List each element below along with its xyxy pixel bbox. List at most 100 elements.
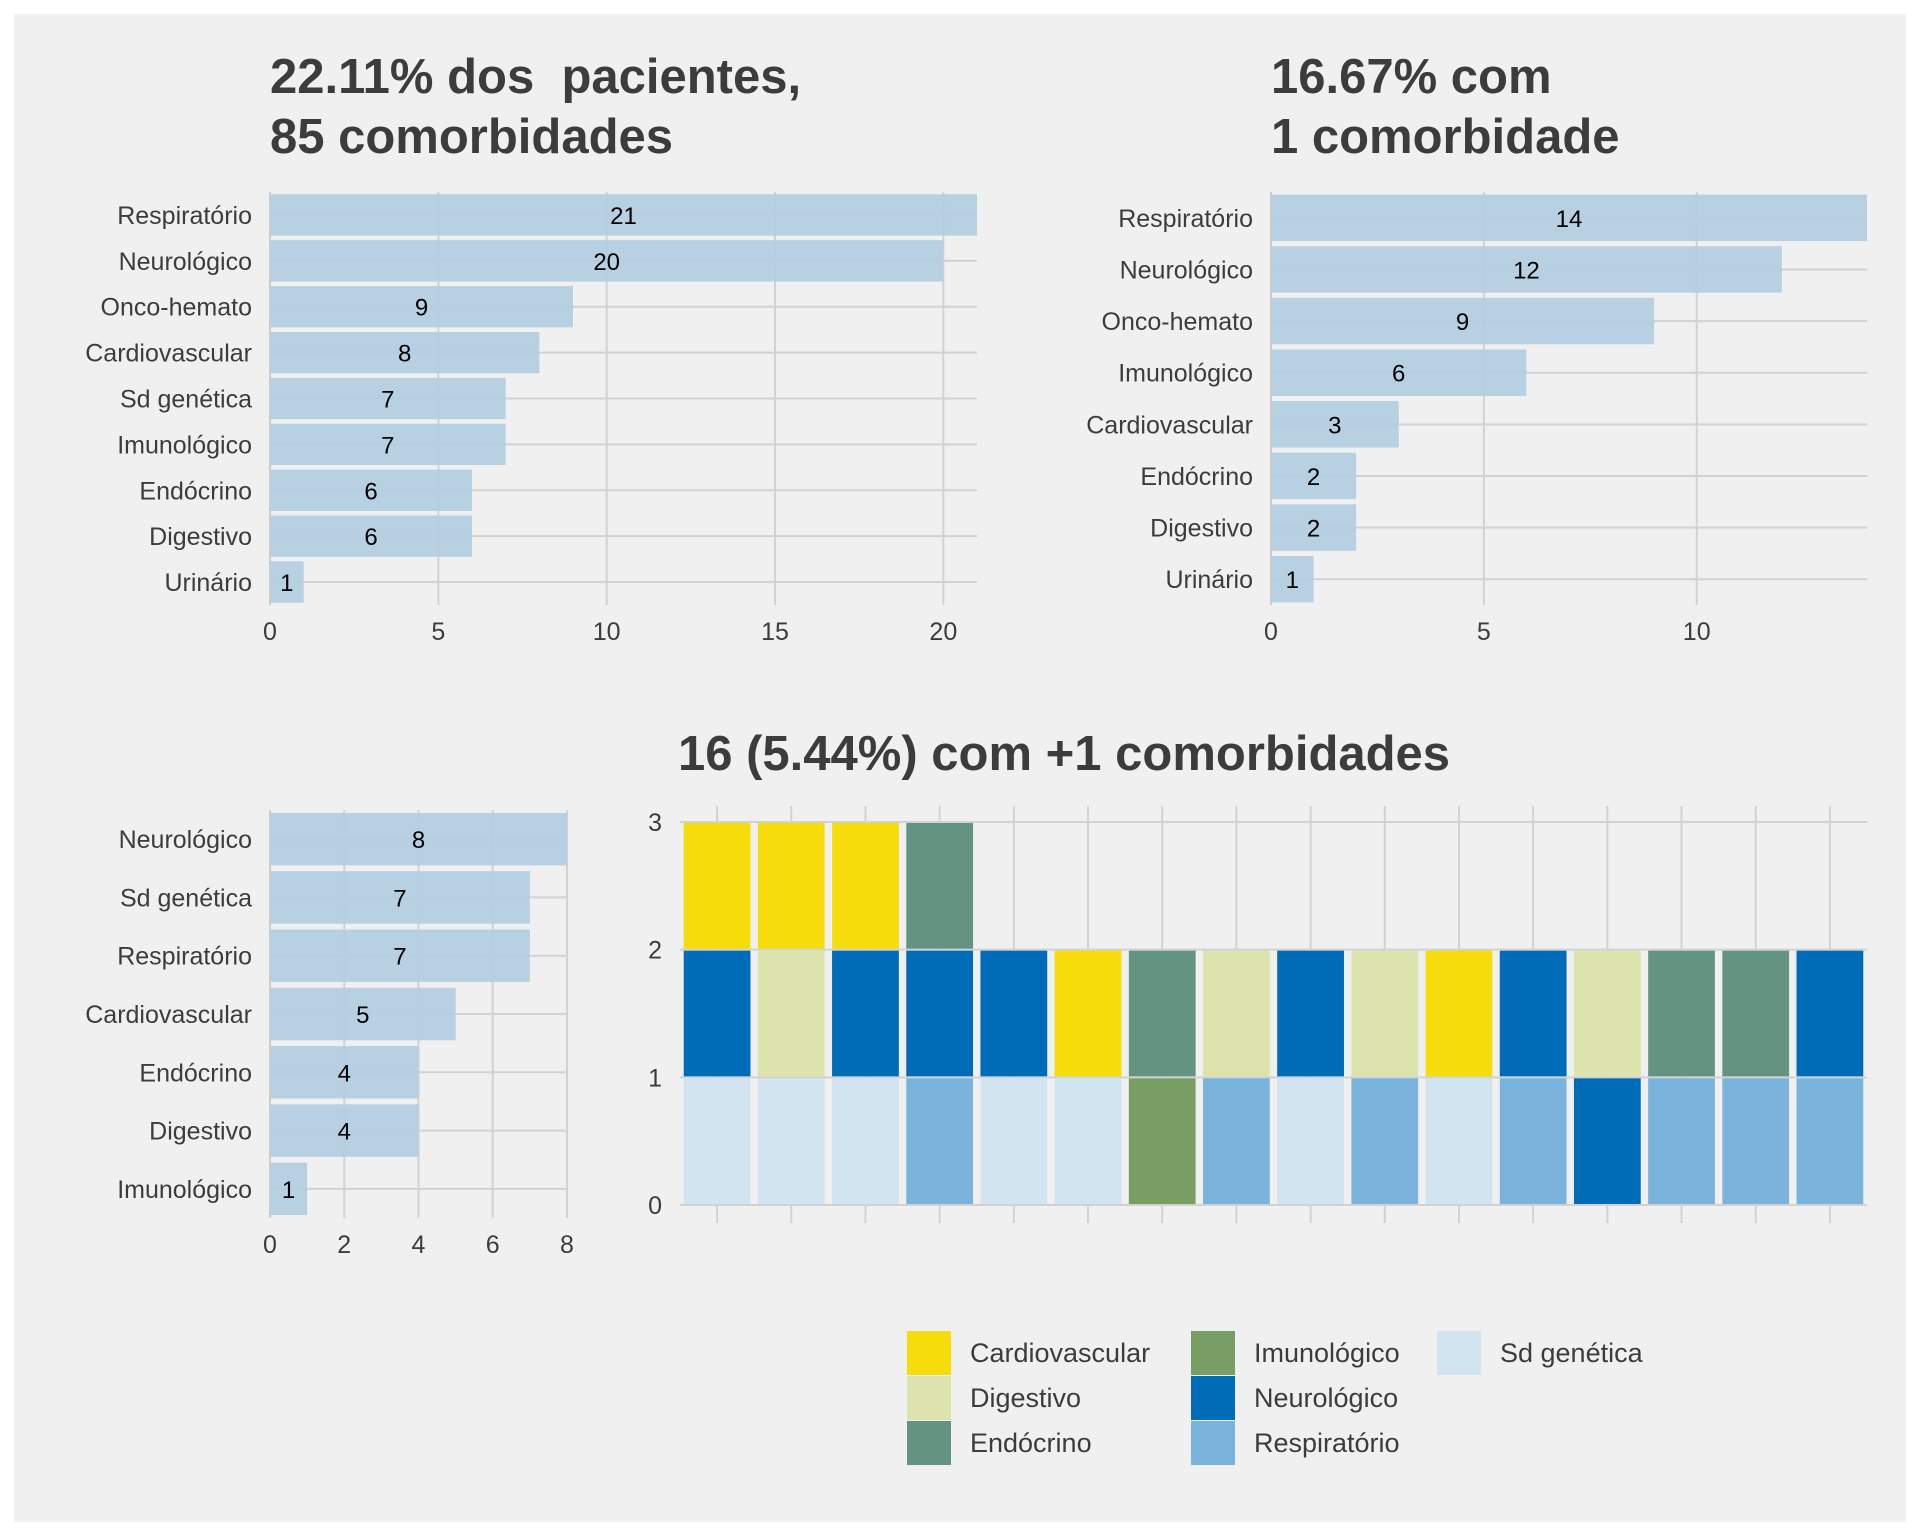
- chart-3-data-label: 7: [393, 885, 406, 912]
- chart-1-data-label: 20: [593, 249, 620, 276]
- chart-4-bar-segment: [683, 950, 751, 1077]
- chart-1-category-label: Onco-hemato: [101, 294, 252, 322]
- chart-1-category-label: Imunológico: [117, 431, 252, 459]
- chart-4-bar-segment: [832, 950, 899, 1077]
- chart-4-bar-segment: [1425, 1078, 1493, 1204]
- chart-2-title-line-1: 16.67% com: [1271, 50, 1552, 104]
- legend-label: Endócrino: [970, 1428, 1092, 1458]
- chart-2-data-label: 6: [1392, 361, 1405, 388]
- chart-3-bar: [270, 929, 530, 982]
- chart-1-title-line-1: 22.11% dos pacientes,: [270, 50, 801, 104]
- chart-2-data-label: 3: [1328, 412, 1341, 439]
- legend-swatch: [907, 1376, 951, 1420]
- chart-1-data-label: 8: [398, 341, 411, 368]
- chart-4-bar-segment: [980, 950, 1048, 1077]
- chart-2-category-label: Endócrino: [1140, 463, 1253, 491]
- legend-swatch: [907, 1331, 951, 1375]
- chart-1-x-tick-label: 0: [263, 618, 277, 646]
- chart-2-title-line-2: 1 comorbidade: [1271, 110, 1620, 164]
- chart-2-category-label: Neurológico: [1120, 256, 1253, 284]
- chart-2-bar: [1271, 246, 1782, 293]
- chart-2-category-label: Cardiovascular: [1086, 411, 1253, 439]
- chart-1-x-tick-label: 5: [431, 618, 445, 646]
- chart-2-category-label: Onco-hemato: [1102, 308, 1253, 336]
- chart-3-category-label: Respiratório: [117, 943, 252, 971]
- chart-1-bar: [270, 286, 573, 328]
- chart-3-data-label: 5: [356, 1002, 369, 1029]
- chart-2-bar: [1271, 297, 1655, 345]
- chart-3-data-label: 1: [282, 1177, 295, 1204]
- chart-3-category-label: Cardiovascular: [85, 1001, 252, 1029]
- chart-3-x-tick-label: 2: [337, 1231, 351, 1259]
- chart-4-bar-segment: [906, 950, 974, 1077]
- chart-3-x-tick-label: 8: [560, 1231, 574, 1259]
- chart-4-bar-segment: [1499, 1078, 1567, 1204]
- chart-2-data-label: 12: [1513, 257, 1540, 284]
- chart-1-bar: [270, 331, 540, 374]
- chart-2-x-tick-label: 0: [1264, 618, 1278, 646]
- chart-4-bar-segment: [906, 823, 974, 949]
- chart-1-bar: [270, 423, 506, 466]
- chart-4-bar-segment: [1054, 950, 1122, 1077]
- chart-4-bar-segment: [1722, 1078, 1790, 1204]
- chart-1-x-tick-label: 10: [593, 618, 621, 646]
- chart-3-horizontal-bars: Neurológico 8 Sd genética 7 Respiratório 7 Car…: [85, 810, 574, 1259]
- chart-1-bar: [270, 561, 304, 603]
- chart-1-category-label: Endócrino: [139, 477, 252, 505]
- chart-4-bar-segment: [980, 1078, 1048, 1204]
- chart-3-category-label: Endócrino: [139, 1059, 252, 1087]
- chart-3-data-label: 4: [338, 1119, 351, 1146]
- legend-label: Imunológico: [1254, 1338, 1400, 1368]
- chart-3-bar: [270, 987, 456, 1041]
- chart-4-bar-segment: [1648, 950, 1715, 1077]
- chart-4-bar-segment: [1648, 1078, 1715, 1204]
- chart-2-category-label: Imunológico: [1118, 360, 1253, 388]
- chart-3-bar: [270, 1104, 419, 1157]
- legend-label: Neurológico: [1254, 1383, 1398, 1413]
- chart-4-stacked-bars: 0 1 2 3: [648, 806, 1867, 1223]
- chart-4-bar-segment: [1128, 1078, 1196, 1204]
- chart-1-bar: [270, 377, 506, 420]
- chart-4-bar-segment: [683, 823, 751, 949]
- chart-3-x-tick-label: 0: [263, 1231, 277, 1259]
- chart-1-data-label: 6: [364, 524, 377, 551]
- chart-1-data-label: 6: [364, 478, 377, 505]
- chart-4-bar-segment: [1573, 950, 1641, 1077]
- chart-1-x-tick-label: 15: [761, 618, 789, 646]
- chart-4-bar-segment: [832, 823, 899, 949]
- chart-2-bar: [1271, 349, 1527, 396]
- chart-2-data-label: 1: [1286, 567, 1299, 594]
- chart-1-category-label: Respiratório: [117, 202, 252, 230]
- chart-1-bar: [270, 194, 977, 236]
- chart-3-category-label: Sd genética: [120, 884, 252, 912]
- legend-label: Cardiovascular: [970, 1338, 1150, 1368]
- chart-4-y-tick-label: 1: [648, 1064, 662, 1092]
- chart-2-data-label: 9: [1456, 309, 1469, 336]
- chart-2-bar: [1271, 452, 1357, 500]
- chart-3-bar: [270, 812, 567, 866]
- chart-2-bar: [1271, 504, 1357, 551]
- chart-2-x-tick-label: 5: [1477, 618, 1491, 646]
- chart-3-data-label: 7: [393, 944, 406, 971]
- chart-1-title-line-2: 85 comorbidades: [270, 110, 673, 164]
- chart-1-data-label: 7: [381, 432, 394, 459]
- chart-1-category-label: Digestivo: [149, 523, 252, 551]
- chart-1-category-label: Neurológico: [119, 248, 252, 276]
- chart-1-horizontal-bars: Respiratório 21 Neurológico 20 Onco-hemato 9 C…: [85, 192, 977, 646]
- chart-4-bar-segment: [1796, 1078, 1864, 1204]
- chart-2-category-label: Respiratório: [1118, 205, 1253, 233]
- chart-3-category-label: Imunológico: [117, 1176, 252, 1204]
- chart-1-category-label: Sd genética: [120, 386, 252, 414]
- chart-2-bar: [1271, 555, 1314, 603]
- legend-swatch: [1191, 1376, 1235, 1420]
- chart-3-x-tick-label: 4: [412, 1231, 426, 1259]
- chart-4-bar-segment: [1796, 950, 1864, 1077]
- chart-4-bar-segment: [1425, 950, 1493, 1077]
- legend-swatch: [1437, 1331, 1481, 1375]
- chart-4-bar-segment: [1203, 950, 1270, 1077]
- chart-4-bar-segment: [757, 950, 825, 1077]
- chart-1-data-label: 1: [280, 570, 293, 597]
- chart-1-bar: [270, 469, 472, 511]
- chart-4-bar-segment: [757, 1078, 825, 1204]
